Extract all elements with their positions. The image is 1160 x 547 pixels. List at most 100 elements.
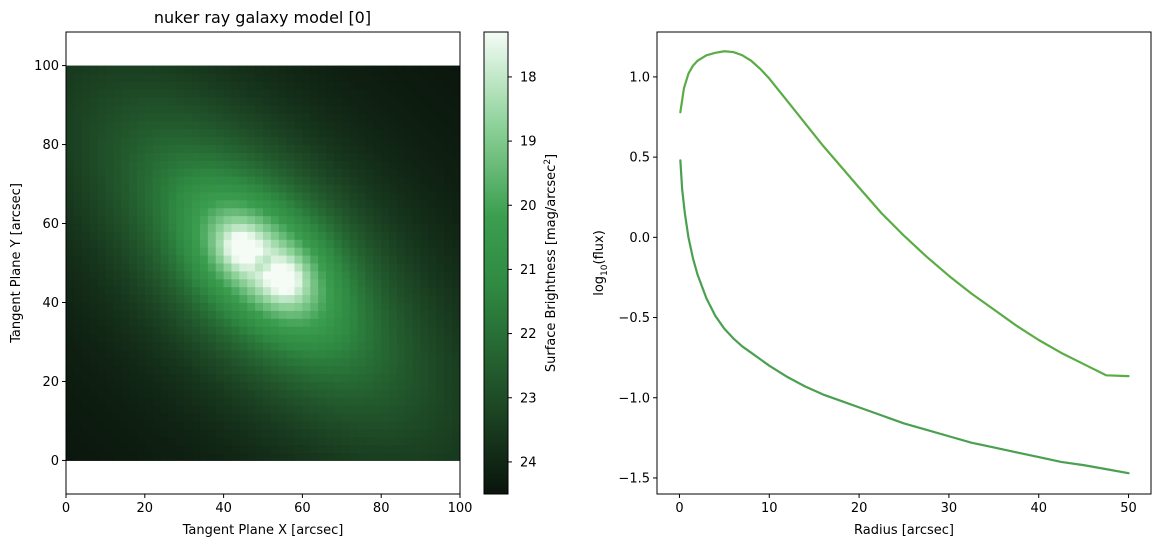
heatmap-cell xyxy=(263,428,272,438)
heatmap-cell xyxy=(389,444,398,454)
heatmap-cell xyxy=(396,397,406,406)
heatmap-cell xyxy=(129,97,138,106)
heatmap-cell xyxy=(66,310,75,319)
heatmap-cell xyxy=(349,176,359,185)
heatmap-cell xyxy=(278,397,288,406)
heatmap-cell xyxy=(66,444,75,454)
heatmap-cell xyxy=(247,97,256,106)
heatmap-cell xyxy=(121,357,130,367)
heatmap-cell xyxy=(263,436,272,446)
heatmap-cell xyxy=(73,89,83,98)
heatmap-cell xyxy=(176,191,185,201)
heatmap-cell xyxy=(247,389,256,398)
heatmap-cell xyxy=(73,136,83,146)
heatmap-cell xyxy=(349,373,359,382)
heatmap-cell xyxy=(341,263,351,272)
heatmap-cell xyxy=(184,436,193,446)
heatmap-cell xyxy=(365,310,374,319)
heatmap-cell xyxy=(223,302,232,311)
heatmap-cell xyxy=(444,444,453,454)
heatmap-cell xyxy=(176,326,185,335)
heatmap-cell xyxy=(389,310,398,319)
heatmap-cell xyxy=(231,389,240,398)
heatmap-cell xyxy=(176,215,185,225)
heatmap-cell xyxy=(428,334,437,343)
heatmap-cell xyxy=(389,263,398,272)
heatmap-cell xyxy=(136,97,146,106)
heatmap-cell xyxy=(255,152,264,161)
heatmap-cell xyxy=(278,160,288,169)
heatmap-cell xyxy=(444,302,453,311)
heatmap-cell xyxy=(105,286,114,296)
heatmap-cell xyxy=(89,365,99,375)
heatmap-cell xyxy=(215,136,225,146)
heatmap-cell xyxy=(129,270,138,280)
heatmap-cell xyxy=(129,105,138,114)
heatmap-cell xyxy=(302,97,311,106)
heatmap-cell xyxy=(144,231,154,240)
heatmap-cell xyxy=(223,191,232,201)
heatmap-cell xyxy=(404,231,414,240)
heatmap-cell xyxy=(341,270,351,280)
heatmap-cell xyxy=(184,136,193,146)
heatmap-cell xyxy=(66,247,75,256)
heatmap-cell xyxy=(160,413,169,422)
heatmap-cell xyxy=(231,239,240,248)
heatmap-cell xyxy=(144,428,154,438)
heatmap-cell xyxy=(192,389,201,398)
heatmap-cell xyxy=(412,152,422,161)
heatmap-cell xyxy=(144,397,154,406)
heatmap-cell xyxy=(192,176,201,185)
heatmap-cell xyxy=(302,278,311,288)
heatmap-cell xyxy=(278,73,288,82)
heatmap-cell xyxy=(389,223,398,232)
heatmap-cell xyxy=(365,341,374,351)
heatmap-cell xyxy=(144,334,154,343)
heatmap-cell xyxy=(389,286,398,296)
heatmap-cell xyxy=(381,373,390,382)
heatmap-cell xyxy=(97,452,106,461)
heatmap-cell xyxy=(231,191,240,201)
heatmap-cell xyxy=(231,318,240,327)
heatmap-cell xyxy=(286,247,296,256)
heatmap-cell xyxy=(373,334,382,343)
heatmap-cell xyxy=(396,247,406,256)
heatmap-cell xyxy=(184,105,193,114)
heatmap-cell xyxy=(318,334,327,343)
heatmap-cell xyxy=(412,223,422,232)
heatmap-cell xyxy=(349,444,359,454)
heatmap-cell xyxy=(89,239,99,248)
heatmap-cell xyxy=(357,168,366,177)
heatmap-cell xyxy=(160,436,169,446)
heatmap-cell xyxy=(270,128,280,138)
heatmap-cell xyxy=(73,428,83,438)
heatmap-cell xyxy=(168,318,177,327)
heatmap-cell xyxy=(333,255,343,264)
heatmap-cell xyxy=(89,81,99,90)
heatmap-cell xyxy=(412,199,422,209)
heatmap-cell xyxy=(207,373,217,382)
heatmap-cell xyxy=(389,191,398,201)
heatmap-cell xyxy=(215,65,225,74)
heatmap-cell xyxy=(239,215,248,225)
heatmap-cell xyxy=(452,341,461,351)
heatmap-cell xyxy=(89,73,99,82)
heatmap-cell xyxy=(168,270,177,280)
heatmap-cell xyxy=(231,120,240,130)
heatmap-cell xyxy=(121,144,130,153)
heatmap-cell xyxy=(199,452,209,461)
heatmap-cell xyxy=(396,89,406,98)
heatmap-cell xyxy=(420,239,429,248)
heatmap-cell xyxy=(121,128,130,138)
colorbar-gradient xyxy=(483,31,509,495)
heatmap-cell xyxy=(412,247,422,256)
heatmap-cell xyxy=(97,365,106,375)
heatmap-cell xyxy=(286,199,296,209)
heatmap-cell xyxy=(207,444,217,454)
heatmap-cell xyxy=(349,112,359,122)
heatmap-cell xyxy=(121,120,130,130)
heatmap-cell xyxy=(333,81,343,90)
heatmap-cell xyxy=(302,223,311,232)
heatmap-cell xyxy=(381,168,390,177)
